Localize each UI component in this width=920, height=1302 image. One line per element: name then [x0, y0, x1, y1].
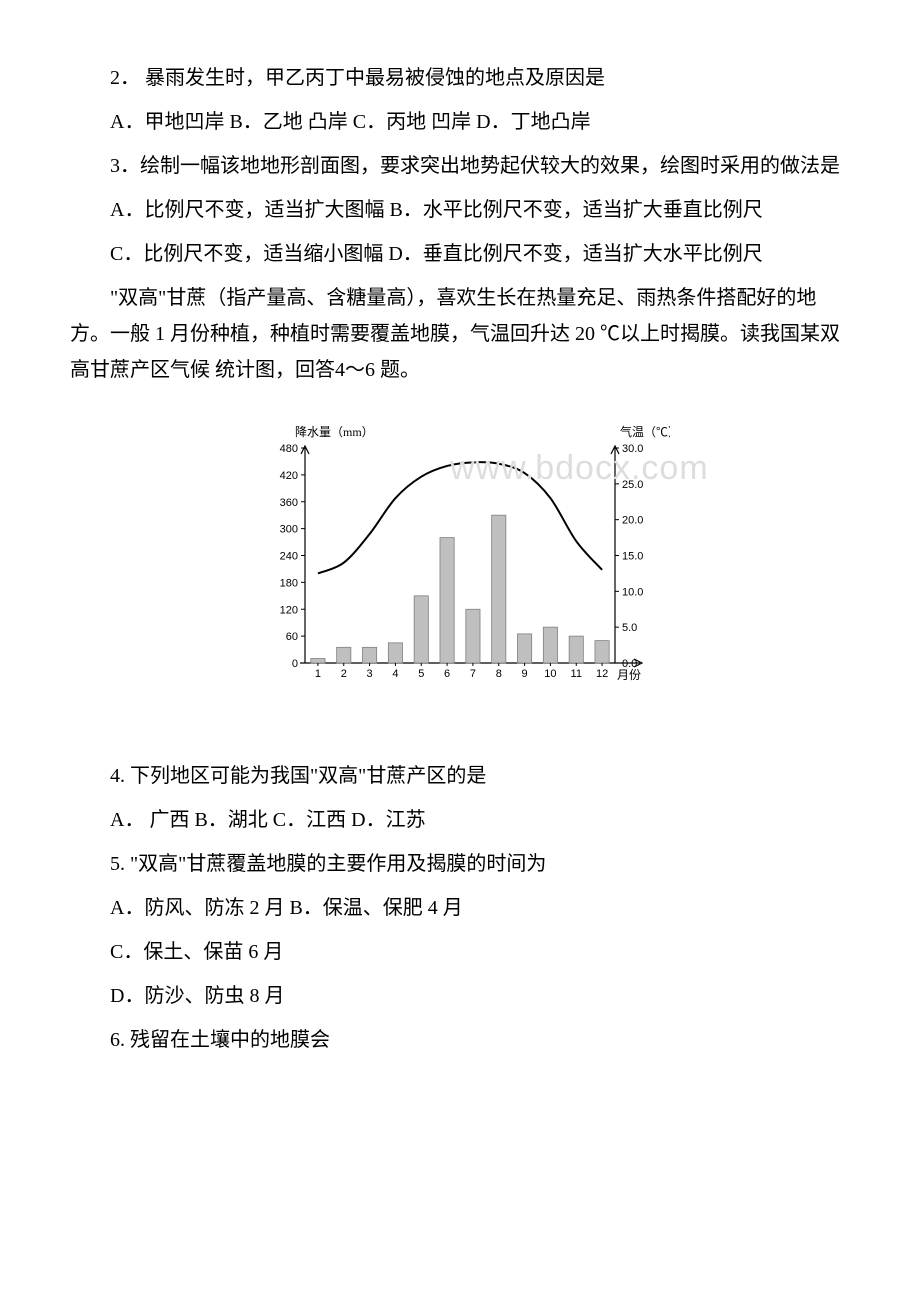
- climate-chart: 降水量（mm）气温（℃）0601201802403003604204800.05…: [250, 418, 670, 718]
- question-4-stem: 4. 下列地区可能为我国"双高"甘蔗产区的是: [70, 758, 850, 794]
- climate-chart-svg: 降水量（mm）气温（℃）0601201802403003604204800.05…: [250, 418, 670, 718]
- svg-text:30.0: 30.0: [622, 443, 643, 455]
- svg-text:25.0: 25.0: [622, 479, 643, 491]
- question-2-stem: 2． 暴雨发生时，甲乙丙丁中最易被侵蚀的地点及原因是: [70, 60, 850, 96]
- svg-text:7: 7: [470, 668, 476, 680]
- svg-text:3: 3: [367, 668, 373, 680]
- svg-text:6: 6: [444, 668, 450, 680]
- svg-text:60: 60: [286, 631, 298, 643]
- passage-text: "双高"甘蔗（指产量高、含糖量高），喜欢生长在热量充足、雨热条件搭配好的地方。一…: [70, 280, 850, 388]
- svg-text:0: 0: [292, 658, 298, 670]
- svg-text:360: 360: [280, 497, 298, 509]
- svg-text:2: 2: [341, 668, 347, 680]
- svg-text:120: 120: [280, 604, 298, 616]
- svg-text:8: 8: [496, 668, 502, 680]
- question-3-stem: 3．绘制一幅该地地形剖面图，要求突出地势起伏较大的效果，绘图时采用的做法是: [70, 148, 850, 184]
- svg-text:10: 10: [544, 668, 556, 680]
- question-3-options-cd: C．比例尺不变，适当缩小图幅 D．垂直比例尺不变，适当扩大水平比例尺: [70, 236, 850, 272]
- climate-chart-container: 降水量（mm）气温（℃）0601201802403003604204800.05…: [70, 418, 850, 718]
- svg-text:10.0: 10.0: [622, 586, 643, 598]
- svg-text:4: 4: [392, 668, 398, 680]
- svg-text:180: 180: [280, 577, 298, 589]
- svg-text:300: 300: [280, 524, 298, 536]
- svg-text:480: 480: [280, 443, 298, 455]
- svg-text:15.0: 15.0: [622, 551, 643, 563]
- question-4-options: A． 广西 B．湖北 C．江西 D．江苏: [70, 802, 850, 838]
- question-5-option-ab: A．防风、防冻 2 月 B．保温、保肥 4 月: [70, 890, 850, 926]
- svg-text:降水量（mm）: 降水量（mm）: [295, 425, 374, 439]
- svg-text:5.0: 5.0: [622, 622, 637, 634]
- svg-text:5: 5: [418, 668, 424, 680]
- svg-text:12: 12: [596, 668, 608, 680]
- svg-text:420: 420: [280, 470, 298, 482]
- svg-text:气温（℃）: 气温（℃）: [620, 424, 670, 439]
- question-3-options-ab: A．比例尺不变，适当扩大图幅 B．水平比例尺不变，适当扩大垂直比例尺: [70, 192, 850, 228]
- svg-text:11: 11: [571, 668, 582, 680]
- question-6-stem: 6. 残留在土壤中的地膜会: [70, 1022, 850, 1058]
- question-2-options: A．甲地凹岸 B．乙地 凸岸 C．丙地 凹岸 D．丁地凸岸: [70, 104, 850, 140]
- svg-text:1: 1: [315, 668, 321, 680]
- question-5-option-c: C．保土、保苗 6 月: [70, 934, 850, 970]
- question-5-stem: 5. "双高"甘蔗覆盖地膜的主要作用及揭膜的时间为: [70, 846, 850, 882]
- svg-text:9: 9: [522, 668, 528, 680]
- svg-text:20.0: 20.0: [622, 515, 643, 527]
- svg-text:240: 240: [280, 551, 298, 563]
- question-5-option-d: D．防沙、防虫 8 月: [70, 978, 850, 1014]
- svg-text:月份: 月份: [617, 668, 641, 682]
